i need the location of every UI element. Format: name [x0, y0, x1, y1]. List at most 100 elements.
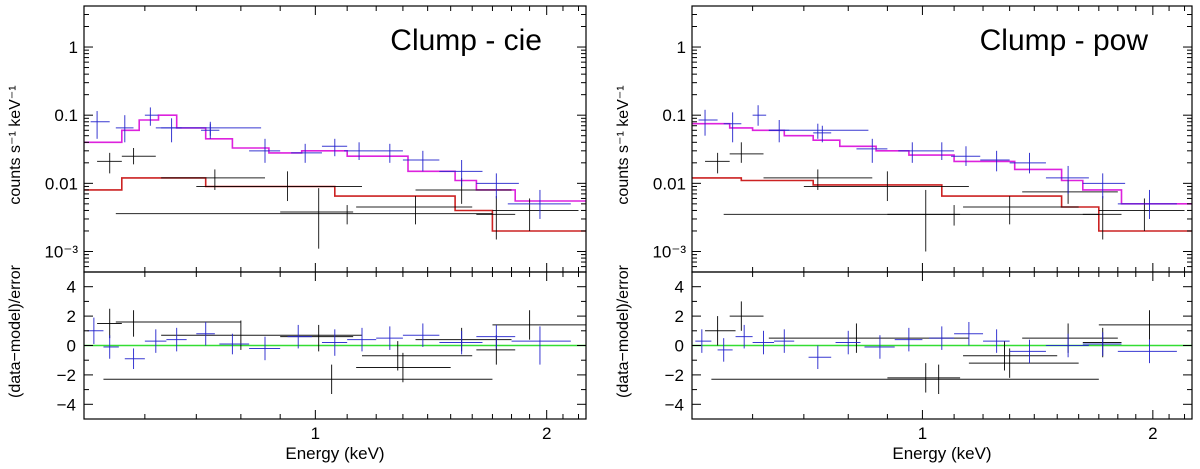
resid-blue-point [1009, 339, 1046, 364]
resid-blue-point [402, 323, 440, 347]
data-blue-point [439, 159, 483, 187]
resid-blue-point [752, 330, 775, 355]
data-blue-point [144, 107, 159, 126]
resid-blue-point [894, 327, 923, 352]
resid-black-point [103, 364, 493, 395]
resid-black-point [356, 352, 451, 383]
resid-black-point [1082, 327, 1122, 358]
data-black-point [803, 171, 969, 202]
resid-black-point [115, 310, 241, 337]
resid-blue-point [439, 330, 483, 355]
data-blue-point [373, 143, 403, 163]
resid-blue-point [1045, 333, 1089, 358]
resid-blue-point [983, 329, 1010, 353]
data-blue-point [856, 138, 888, 163]
data-blue-point [1045, 165, 1089, 194]
y-axis-label-bottom: (data−model)/error [615, 264, 632, 398]
data-black-point [280, 188, 354, 249]
resid-blue-point [124, 348, 145, 370]
resid-blue-point [1117, 339, 1177, 364]
y-axis-label-bottom: (data−model)/error [7, 264, 24, 398]
y-tick-label-bottom: −4 [57, 395, 76, 414]
data-blue-point [90, 111, 110, 139]
resid-blue-point [695, 329, 712, 353]
data-blue-point [291, 143, 322, 163]
resid-black-point [887, 363, 961, 393]
data-black-point [1082, 196, 1122, 240]
resid-black-point [1022, 323, 1118, 353]
data-blue-point [476, 173, 519, 199]
chart-title: Clump - cie [390, 24, 542, 57]
data-blue-point [929, 142, 955, 160]
resid-blue-point [735, 324, 753, 349]
resid-blue-point [321, 329, 348, 356]
data-black-point [1022, 180, 1118, 204]
y-tick-label-bottom: 4 [67, 278, 76, 297]
model-magenta-step-line [692, 122, 1192, 205]
data-blue-point [813, 125, 832, 143]
data-black-point [415, 177, 512, 204]
resid-blue-point [717, 338, 733, 362]
data-blue-point [768, 119, 790, 143]
data-black-point [963, 196, 1079, 225]
model-red-step-line [692, 177, 1192, 232]
y-tick-label-top: 1 [677, 38, 686, 57]
data-blue-point [161, 118, 182, 143]
resid-blue-point [249, 336, 281, 361]
resid-blue-point [103, 335, 119, 359]
y-tick-label-top: 1 [69, 38, 78, 57]
y-tick-label-top: 0.1 [662, 106, 686, 125]
resid-blue-point [835, 330, 861, 355]
resid-black-point [161, 320, 362, 350]
y-tick-label-bottom: −2 [57, 366, 76, 385]
resid-black-point [415, 327, 512, 352]
resid-black-point [280, 324, 354, 352]
resid-blue-point [376, 326, 403, 350]
resid-blue-point [864, 335, 895, 359]
data-blue-point [752, 105, 767, 126]
y-tick-label-top: 0.1 [54, 106, 78, 125]
resid-blue-point [87, 317, 104, 345]
data-black-point [97, 152, 122, 174]
data-blue-point [249, 138, 281, 163]
y-axis-label-top: counts s⁻¹ keV⁻¹ [615, 85, 632, 204]
data-blue-point [1117, 189, 1177, 219]
x-tick-label: 2 [542, 424, 551, 443]
resid-blue-point [954, 321, 984, 346]
resid-black-point [97, 308, 122, 339]
model-red-step-line [84, 177, 586, 232]
y-tick-label-bottom: 0 [675, 337, 684, 356]
y-tick-label-top: 10⁻³ [652, 242, 686, 261]
chart-panel-2: 10⁻³ 0.01 0.1 1 −4 −2 0 2 4 1 2 Energy (keV) counts … [615, 5, 1193, 463]
y-tick-label-top: 10⁻³ [44, 242, 78, 261]
data-blue-point [980, 150, 1010, 172]
resid-blue-point [219, 333, 250, 355]
resid-black-point [711, 364, 1099, 395]
data-blue-point [1082, 173, 1126, 199]
x-tick-label: 1 [311, 424, 320, 443]
resid-blue-point [347, 327, 377, 352]
data-black-point [196, 171, 362, 202]
data-blue-point [768, 123, 869, 139]
y-tick-label-bottom: 4 [675, 278, 684, 297]
data-blue-point [344, 142, 374, 160]
data-blue-point [201, 123, 220, 139]
data-black-point [729, 142, 764, 163]
data-blue-point [321, 138, 348, 157]
data-blue-point [507, 189, 571, 219]
x-tick-label: 2 [1148, 424, 1157, 443]
data-black-point [705, 152, 730, 174]
chart-panel-1: 10⁻³ 0.01 0.1 1 −4 −2 0 2 4 1 2 Energy (keV) counts … [7, 5, 587, 463]
y-tick-label-bottom: −2 [665, 366, 684, 385]
chart-title: Clump - pow [980, 24, 1149, 57]
resid-blue-point [196, 321, 215, 346]
data-blue-point [698, 109, 718, 136]
resid-blue-point [287, 324, 312, 349]
data-blue-point [402, 150, 440, 172]
resid-blue-point [144, 329, 167, 353]
resid-black-point [492, 310, 586, 340]
resid-black-point [1098, 310, 1192, 340]
y-tick-label-bottom: 0 [67, 337, 76, 356]
